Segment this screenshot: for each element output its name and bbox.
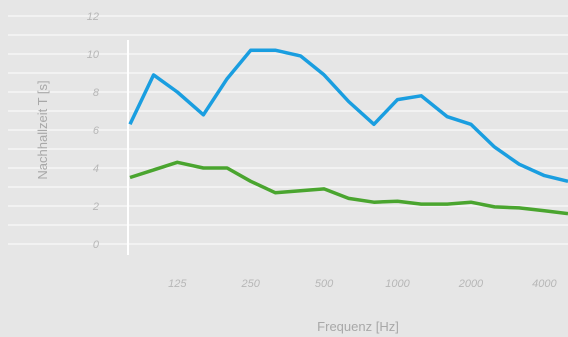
y-tick-label: 8 <box>93 87 100 99</box>
y-tick-label: 10 <box>87 49 100 61</box>
series-lines <box>128 48 568 216</box>
x-axis-label: Frequenz [Hz] <box>317 319 399 334</box>
x-tick-label: 250 <box>241 278 261 290</box>
x-axis: 125 250 500 1000 2000 4000 <box>168 278 557 290</box>
y-tick-label: 2 <box>92 201 99 213</box>
y-tick-label: 4 <box>93 163 99 175</box>
x-tick-label: 2000 <box>458 278 484 290</box>
x-tick-label: 4000 <box>532 278 557 290</box>
y-axis: 0 2 4 6 8 10 12 <box>87 11 100 251</box>
series-line-1 <box>128 48 568 184</box>
y-tick-label: 0 <box>93 239 100 251</box>
x-tick-label: 125 <box>168 278 187 290</box>
x-tick-label: 1000 <box>385 278 410 290</box>
y-tick-label: 12 <box>87 11 99 23</box>
series-line-2 <box>129 160 568 216</box>
y-axis-label: Nachhallzeit T [s] <box>35 80 50 179</box>
x-tick-label: 500 <box>315 278 334 290</box>
y-tick-label: 6 <box>93 125 100 137</box>
